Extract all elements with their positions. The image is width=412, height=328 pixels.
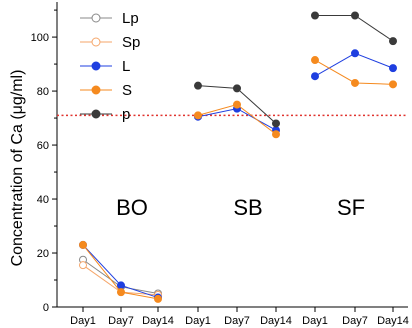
x-tick-label: Day7 (342, 315, 368, 327)
data-point (389, 80, 397, 89)
data-point (79, 240, 87, 249)
legend-marker (91, 109, 101, 119)
legend-marker (91, 61, 101, 71)
x-tick-label: Day7 (108, 315, 134, 327)
x-tick-label: Day14 (377, 315, 409, 327)
legend-label: Lp (122, 10, 139, 27)
x-tick-label: Day7 (224, 315, 250, 327)
y-axis-label: Concentration of Ca (μg/ml) (9, 70, 26, 267)
y-tick-label: 100 (31, 32, 49, 44)
x-tick-label: Day14 (260, 315, 292, 327)
series-p (194, 11, 397, 128)
group-label: SF (337, 195, 365, 220)
data-point (194, 111, 202, 120)
x-tick-label: Day1 (185, 315, 211, 327)
data-point (117, 281, 125, 290)
data-point (351, 49, 359, 58)
data-point (79, 261, 87, 270)
data-point (233, 100, 241, 109)
data-point (233, 84, 241, 93)
axes: 0 20 40 60 80 100 Day1 Day7 Day14 BO Day1 Day7 Day14… (31, 2, 409, 327)
legend-marker (91, 85, 101, 95)
x-tick-label: Day14 (142, 315, 174, 327)
legend-label: Sp (122, 34, 140, 51)
data-point (389, 64, 397, 73)
legend-label: S (122, 82, 132, 99)
data-point (154, 294, 162, 303)
y-tick-label: 40 (37, 194, 49, 206)
y-tick-label: 60 (37, 140, 49, 152)
data-point (272, 130, 280, 139)
y-tick-label: 0 (43, 302, 49, 314)
data-point (351, 78, 359, 87)
x-tick-label: Day1 (70, 315, 96, 327)
y-tick-label: 80 (37, 86, 49, 98)
data-point (272, 119, 280, 128)
y-tick-label: 20 (37, 248, 49, 260)
data-point (351, 11, 359, 20)
series-layer (79, 11, 397, 303)
data-point (389, 37, 397, 46)
legend-marker (91, 37, 101, 47)
data-point (311, 56, 319, 65)
x-tick-label: Day1 (302, 315, 328, 327)
data-point (194, 81, 202, 90)
data-point (311, 72, 319, 81)
group-label: SB (233, 195, 262, 220)
data-point (311, 11, 319, 20)
legend-label: p (122, 106, 130, 123)
legend-marker (91, 13, 101, 23)
series-S (79, 56, 397, 303)
group-label: BO (116, 195, 148, 220)
data-point (117, 288, 125, 297)
legend-label: L (122, 58, 130, 75)
